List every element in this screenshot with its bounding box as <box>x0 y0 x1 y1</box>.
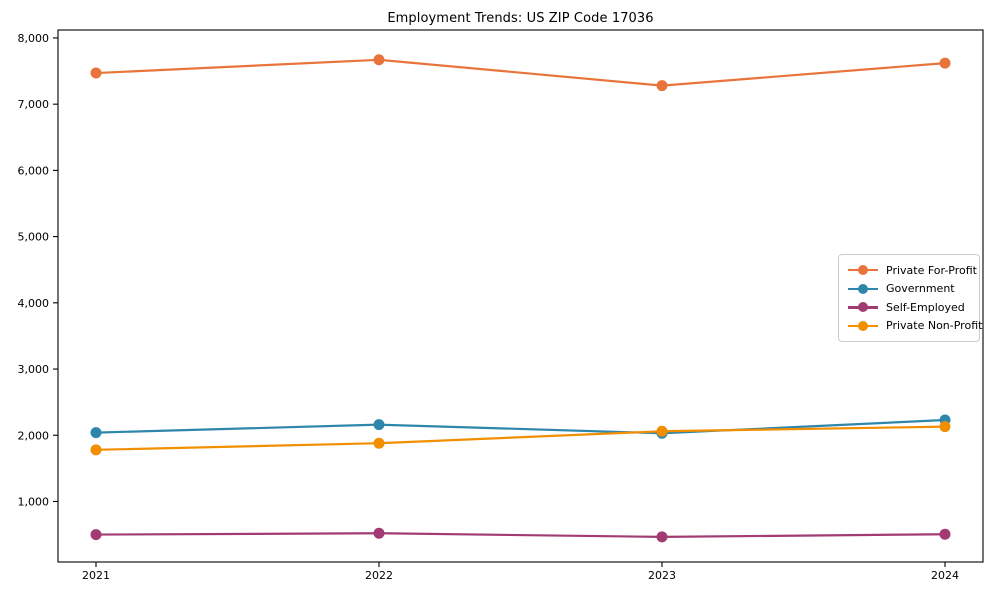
y-axis-tick-label: 3,000 <box>18 363 50 376</box>
series-line <box>94 58 947 87</box>
plot-spines <box>57 29 984 563</box>
data-point-marker <box>656 80 668 92</box>
series-line <box>94 425 947 451</box>
legend-marker-icon <box>848 265 878 276</box>
data-point-marker <box>90 427 102 439</box>
x-axis-tick-label: 2024 <box>931 569 959 582</box>
data-point-marker <box>90 529 102 541</box>
legend-entry: Self-Employed <box>848 298 971 316</box>
data-point-marker <box>373 54 385 66</box>
legend-label: Private Non-Profit <box>886 319 983 333</box>
y-axis-tick-label: 8,000 <box>18 32 50 45</box>
data-point-marker <box>656 425 668 437</box>
y-axis-tick-label: 1,000 <box>18 495 50 508</box>
data-point-marker <box>373 527 385 539</box>
y-axis-tick-label: 6,000 <box>18 164 50 177</box>
legend-entry: Government <box>848 280 971 298</box>
data-point-marker <box>90 67 102 79</box>
legend-entry: Private For-Profit <box>848 261 977 279</box>
series-line <box>94 418 947 435</box>
legend-marker-icon <box>848 302 878 313</box>
y-axis-tick-label: 4,000 <box>18 297 50 310</box>
y-axis-tick-label: 5,000 <box>18 231 50 244</box>
data-point-marker <box>373 419 385 431</box>
data-point-marker <box>939 421 951 433</box>
legend-marker-icon <box>848 320 878 331</box>
legend-marker-icon <box>848 283 878 294</box>
x-axis-tick-label: 2023 <box>648 569 676 582</box>
data-point-marker <box>373 437 385 449</box>
legend: Private For-Profit Government Self-Employe… <box>838 254 982 342</box>
data-point-marker <box>939 57 951 69</box>
data-point-marker <box>656 531 668 543</box>
legend-label: Government <box>886 282 955 296</box>
x-axis-tick-label: 2021 <box>82 569 110 582</box>
data-point-marker <box>90 444 102 456</box>
legend-entry: Private Non-Profit <box>848 317 982 335</box>
x-axis-tick-label: 2022 <box>365 569 393 582</box>
y-axis-tick-label: 7,000 <box>18 98 50 111</box>
legend-label: Self-Employed <box>886 300 965 314</box>
data-point-marker <box>939 528 951 540</box>
series-line <box>94 532 947 539</box>
chart-title: Employment Trends: US ZIP Code 17036 <box>387 11 654 26</box>
legend-label: Private For-Profit <box>886 263 977 277</box>
y-axis-tick-label: 2,000 <box>18 429 50 442</box>
